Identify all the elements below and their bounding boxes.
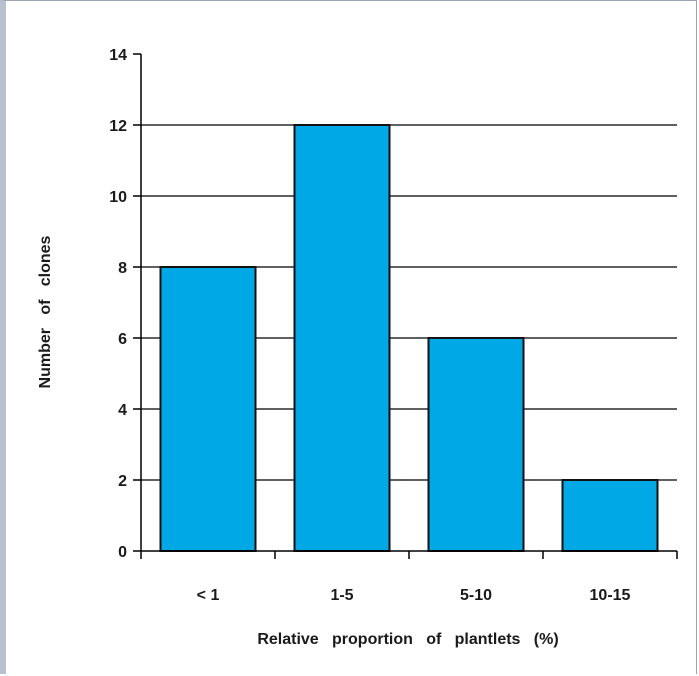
y-tick-label: 6 xyxy=(118,331,127,348)
y-axis-label: Number of clones xyxy=(37,235,54,388)
y-tick-label: 0 xyxy=(118,544,127,561)
tick-labels: 0 2 4 6 8 10 12 14 < 1 1-5 5-10 10-15 xyxy=(109,47,630,604)
bar-1 xyxy=(159,266,257,552)
x-tick-label: 1-5 xyxy=(330,587,353,604)
y-tick-label: 8 xyxy=(118,260,127,277)
x-axis-label: Relative proportion of plantlets (%) xyxy=(257,631,558,648)
y-tick-label: 12 xyxy=(109,118,127,135)
y-tick-label: 4 xyxy=(118,402,127,419)
x-tick-label: < 1 xyxy=(197,587,220,604)
axes xyxy=(133,53,678,559)
bar-2 xyxy=(293,124,391,552)
x-tick-label: 5-10 xyxy=(460,587,492,604)
bar-3 xyxy=(427,337,525,552)
bar-4 xyxy=(561,479,659,552)
y-tick-label: 10 xyxy=(109,189,127,206)
y-tick-label: 14 xyxy=(109,47,127,64)
x-tick-label: 10-15 xyxy=(590,587,631,604)
y-tick-label: 2 xyxy=(118,473,127,490)
